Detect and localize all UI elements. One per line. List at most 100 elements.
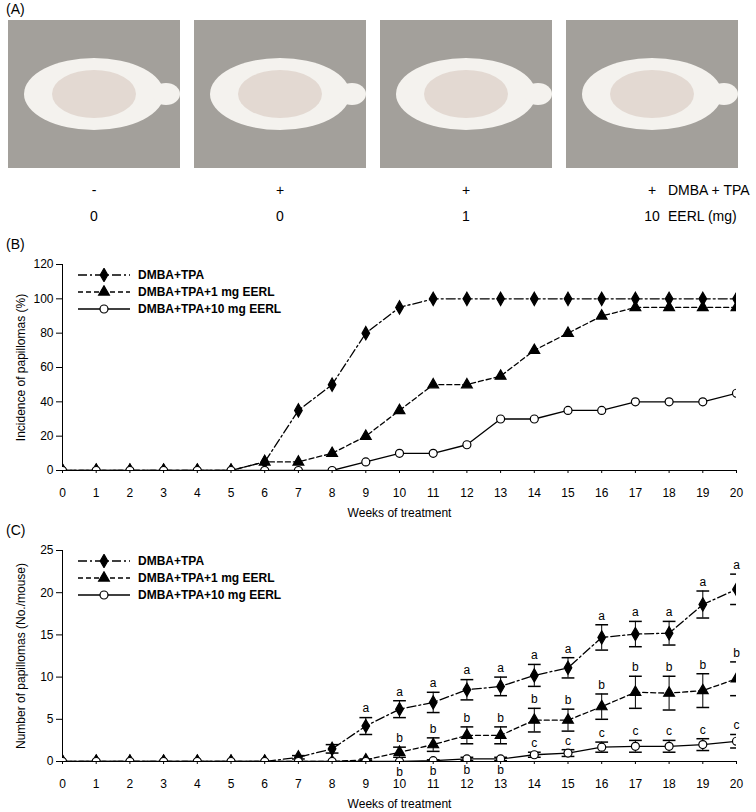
svg-text:8: 8: [329, 777, 336, 791]
svg-text:a: a: [666, 605, 673, 619]
svg-text:20: 20: [40, 586, 54, 600]
svg-text:b: b: [464, 711, 471, 725]
svg-text:80: 80: [40, 326, 54, 340]
svg-text:a: a: [531, 648, 538, 662]
svg-text:13: 13: [494, 486, 508, 500]
svg-text:25: 25: [40, 543, 54, 557]
svg-text:c: c: [734, 718, 740, 732]
svg-text:17: 17: [629, 486, 643, 500]
svg-text:c: c: [599, 726, 605, 740]
svg-text:0: 0: [90, 208, 98, 224]
svg-text:16: 16: [595, 777, 609, 791]
svg-text:Weeks of treatment: Weeks of treatment: [348, 506, 452, 520]
svg-text:b: b: [666, 660, 673, 674]
svg-text:a: a: [598, 609, 605, 623]
svg-text:Incidence of papillomas (%): Incidence of papillomas (%): [14, 294, 28, 441]
svg-text:20: 20: [730, 486, 744, 500]
svg-text:120: 120: [33, 257, 53, 271]
svg-text:+: +: [276, 182, 284, 198]
svg-text:3: 3: [160, 486, 167, 500]
svg-text:c: c: [531, 736, 537, 750]
svg-text:16: 16: [595, 486, 609, 500]
svg-text:40: 40: [40, 395, 54, 409]
svg-text:60: 60: [40, 360, 54, 374]
svg-text:14: 14: [528, 777, 542, 791]
svg-text:5: 5: [228, 486, 235, 500]
svg-text:c: c: [632, 724, 638, 738]
svg-text:20: 20: [40, 429, 54, 443]
svg-text:0: 0: [59, 777, 66, 791]
svg-text:a: a: [565, 642, 572, 656]
svg-text:6: 6: [261, 777, 268, 791]
svg-text:100: 100: [33, 292, 53, 306]
svg-text:a: a: [430, 676, 437, 690]
svg-text:Weeks of treatment: Weeks of treatment: [348, 797, 452, 811]
svg-text:b: b: [464, 763, 471, 777]
svg-text:a: a: [464, 663, 471, 677]
svg-text:8: 8: [329, 486, 336, 500]
svg-text:b: b: [598, 678, 605, 692]
svg-text:11: 11: [427, 777, 440, 791]
svg-text:3: 3: [160, 777, 167, 791]
svg-text:4: 4: [194, 777, 201, 791]
svg-text:15: 15: [40, 628, 54, 642]
svg-text:9: 9: [362, 486, 369, 500]
svg-text:c: c: [700, 723, 706, 737]
svg-text:19: 19: [696, 486, 710, 500]
svg-text:20: 20: [730, 777, 744, 791]
svg-text:c: c: [565, 734, 571, 748]
svg-text:b: b: [699, 658, 706, 672]
svg-text:1: 1: [93, 777, 100, 791]
svg-text:b: b: [497, 763, 504, 777]
svg-text:+: +: [648, 182, 656, 198]
svg-text:10: 10: [644, 208, 660, 224]
svg-text:b: b: [632, 660, 639, 674]
svg-text:5: 5: [228, 777, 235, 791]
svg-text:0: 0: [47, 463, 54, 477]
svg-text:EERL (mg): EERL (mg): [668, 208, 737, 224]
svg-text:15: 15: [561, 486, 575, 500]
svg-text:b: b: [430, 764, 437, 778]
svg-text:18: 18: [662, 777, 676, 791]
svg-text:a: a: [733, 558, 740, 572]
svg-text:7: 7: [295, 486, 302, 500]
svg-text:0: 0: [47, 754, 54, 768]
svg-text:10: 10: [40, 670, 54, 684]
svg-text:a: a: [497, 661, 504, 675]
svg-text:b: b: [430, 722, 437, 736]
svg-text:b: b: [531, 692, 538, 706]
svg-text:b: b: [396, 731, 403, 745]
svg-text:2: 2: [127, 486, 134, 500]
svg-text:4: 4: [194, 486, 201, 500]
svg-text:b: b: [396, 765, 403, 779]
svg-text:0: 0: [276, 208, 284, 224]
svg-text:b: b: [497, 711, 504, 725]
svg-text:10: 10: [393, 486, 407, 500]
svg-text:2: 2: [127, 777, 134, 791]
svg-text:0: 0: [59, 486, 66, 500]
svg-text:+: +: [462, 182, 470, 198]
svg-text:12: 12: [460, 777, 474, 791]
svg-text:5: 5: [47, 712, 54, 726]
svg-text:a: a: [362, 701, 369, 715]
svg-text:9: 9: [362, 777, 369, 791]
svg-text:b: b: [565, 693, 572, 707]
svg-text:1: 1: [462, 208, 470, 224]
svg-text:11: 11: [427, 486, 440, 500]
svg-text:6: 6: [261, 486, 268, 500]
svg-text:15: 15: [561, 777, 575, 791]
svg-text:7: 7: [295, 777, 302, 791]
svg-text:a: a: [396, 685, 403, 699]
svg-text:13: 13: [494, 777, 508, 791]
svg-text:a: a: [699, 575, 706, 589]
svg-text:12: 12: [460, 486, 474, 500]
svg-text:c: c: [666, 724, 672, 738]
svg-text:17: 17: [629, 777, 643, 791]
svg-text:(A): (A): [6, 1, 25, 17]
svg-text:DMBA + TPA: DMBA + TPA: [668, 182, 750, 198]
svg-text:-: -: [92, 182, 97, 198]
svg-text:1: 1: [93, 486, 100, 500]
svg-text:18: 18: [662, 486, 676, 500]
svg-text:b: b: [733, 646, 740, 660]
svg-text:14: 14: [528, 486, 542, 500]
